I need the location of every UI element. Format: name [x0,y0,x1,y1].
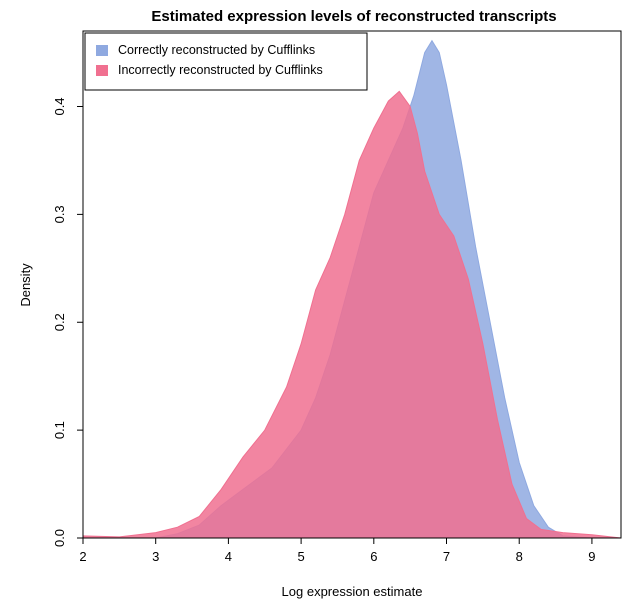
x-axis: 2 3 4 5 6 7 8 9 [79,538,596,564]
x-tick-label: 2 [79,549,86,564]
x-tick-label: 7 [443,549,450,564]
plot-border [82,30,622,539]
density-area-incorrect [82,90,622,539]
chart-title: Estimated expression levels of reconstru… [151,8,556,25]
x-tick-label: 3 [152,549,159,564]
legend-label-correct: Correctly reconstructed by Cufflinks [118,43,315,57]
x-axis-label: Log expression estimate [282,584,423,599]
y-tick-label: 0.1 [52,421,67,439]
x-tick-label: 4 [225,549,232,564]
y-axis: 0.0 0.1 0.2 0.3 0.4 [52,97,83,547]
x-tick-label: 9 [588,549,595,564]
density-areas [82,39,622,539]
legend-box [84,32,368,91]
plot-area [82,30,622,539]
legend-swatch-correct [96,45,108,56]
legend-swatch-incorrect [96,65,108,76]
y-axis-label: Density [18,263,33,307]
y-tick-label: 0.3 [52,205,67,223]
y-tick-label: 0.4 [52,97,67,115]
y-tick-label: 0.2 [52,313,67,331]
x-tick-label: 6 [370,549,377,564]
x-tick-label: 8 [516,549,523,564]
legend: Correctly reconstructed by Cufflinks Inco… [84,32,368,91]
y-tick-label: 0.0 [52,529,67,547]
legend-label-incorrect: Incorrectly reconstructed by Cufflinks [118,63,323,77]
x-tick-label: 5 [297,549,304,564]
